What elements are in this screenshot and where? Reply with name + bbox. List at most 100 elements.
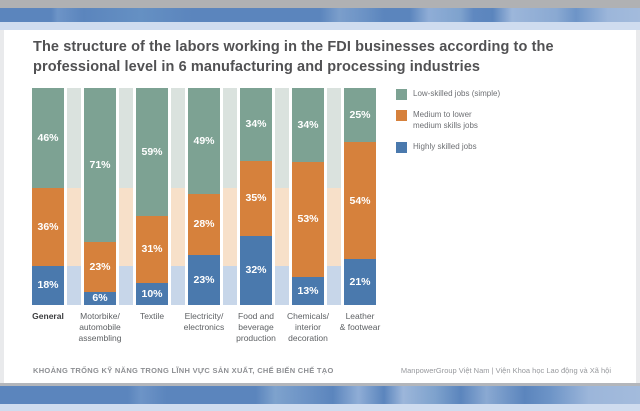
separator-bar	[327, 88, 341, 305]
bar-textile: 59% 31% 10%	[136, 88, 168, 305]
bar-segment: 21%	[344, 259, 376, 305]
category-label: Leather & footwear	[339, 311, 381, 333]
footer-right-text: ManpowerGroup Việt Nam | Viện Khoa học L…	[400, 366, 611, 375]
category-label: General	[32, 311, 64, 321]
stacked-bar-chart: 46% 36% 18% 71% 23% 6% 59% 31% 10% 49% 28% 23% 34% 35…	[32, 88, 376, 305]
separator-segment	[327, 88, 341, 188]
chart-title: The structure of the labors working in t…	[33, 39, 554, 75]
category-label: Textile	[139, 311, 165, 321]
separator-segment	[171, 265, 185, 305]
bar-segment: 49%	[188, 88, 220, 195]
top-banner-image	[0, 8, 640, 22]
top-light-blue-bar	[0, 22, 640, 30]
bar-electricity-electronics: 49% 28% 23%	[188, 88, 220, 305]
segment-value-label: 34%	[297, 118, 319, 131]
category-label: Electricity/electronics	[183, 311, 225, 333]
bar-segment: 71%	[84, 88, 116, 243]
segment-value-label: 36%	[37, 220, 59, 233]
bar-general: 46% 36% 18%	[32, 88, 64, 305]
separator-segment	[275, 187, 289, 266]
legend-item: Medium to lower medium skills jobs	[396, 110, 500, 132]
bar-motorbike-automobile-assembling: 71% 23% 6%	[84, 88, 116, 305]
bar-segment: 18%	[32, 265, 64, 305]
segment-value-label: 23%	[89, 260, 111, 273]
separator-segment	[327, 187, 341, 266]
bar-chemicals-interior-decoration: 34% 53% 13%	[292, 88, 324, 305]
separator-segment	[119, 88, 133, 188]
bottom-gray-line	[0, 383, 640, 386]
separator-bar	[119, 88, 133, 305]
segment-value-label: 10%	[141, 287, 163, 300]
separator-segment	[119, 265, 133, 305]
segment-value-label: 35%	[245, 192, 267, 205]
legend-label: Medium to lower medium skills jobs	[413, 110, 478, 130]
separator-segment	[223, 88, 237, 188]
bar-segment: 31%	[136, 216, 168, 284]
category-label: Motorbike/automobile assembling	[78, 311, 122, 344]
segment-value-label: 49%	[193, 134, 215, 147]
segment-value-label: 18%	[37, 279, 59, 292]
bar-segment: 28%	[188, 194, 220, 256]
separator-segment	[67, 265, 81, 305]
bar-leather-footwear: 25% 54% 21%	[344, 88, 376, 305]
separator-bar	[223, 88, 237, 305]
bar-segment: 25%	[344, 88, 376, 143]
separator-segment	[67, 88, 81, 188]
legend-label: Highly skilled jobs	[413, 141, 477, 151]
legend-swatch-icon	[396, 89, 407, 100]
segment-value-label: 28%	[193, 218, 215, 231]
segment-value-label: 71%	[89, 158, 111, 171]
legend-label: Low-skilled jobs (simple)	[413, 89, 501, 98]
segment-value-label: 32%	[245, 264, 267, 277]
separator-bar	[275, 88, 289, 305]
separator-segment	[67, 187, 81, 266]
separator-bar	[171, 88, 185, 305]
segment-value-label: 31%	[141, 243, 163, 256]
legend-item: Highly skilled jobs	[396, 141, 500, 153]
segment-value-label: 6%	[92, 292, 108, 305]
bar-segment: 46%	[32, 88, 64, 188]
top-gray-bar	[0, 0, 640, 8]
bottom-banner-image	[0, 386, 640, 404]
separator-bar	[67, 88, 81, 305]
bar-segment: 10%	[136, 283, 168, 305]
slide: The structure of the labors working in t…	[4, 30, 636, 383]
bar-segment: 13%	[292, 276, 324, 305]
separator-segment	[171, 88, 185, 188]
slide-footer: KHOẢNG TRỐNG KỸ NĂNG TRONG LĨNH VỰC SẢN …	[33, 366, 611, 375]
separator-segment	[223, 187, 237, 266]
bar-segment: 54%	[344, 142, 376, 260]
bar-food-and-beverage-production: 34% 35% 32%	[240, 88, 272, 305]
separator-segment	[275, 265, 289, 305]
segment-value-label: 46%	[37, 131, 59, 144]
footer-left-text: KHOẢNG TRỐNG KỸ NĂNG TRONG LĨNH VỰC SẢN …	[33, 366, 334, 375]
segment-value-label: 54%	[349, 194, 371, 207]
legend-item: Low-skilled jobs (simple)	[396, 89, 500, 100]
bar-segment: 34%	[292, 88, 324, 162]
legend: Low-skilled jobs (simple) Medium to lower…	[396, 89, 500, 153]
bar-segment: 36%	[32, 187, 64, 266]
bar-segment: 59%	[136, 88, 168, 217]
bar-segment: 32%	[240, 236, 272, 305]
segment-value-label: 34%	[245, 118, 267, 131]
bar-segment: 35%	[240, 161, 272, 237]
separator-segment	[223, 265, 237, 305]
bar-segment: 6%	[84, 291, 116, 305]
segment-value-label: 23%	[193, 273, 215, 286]
separator-segment	[327, 265, 341, 305]
bar-segment: 53%	[292, 161, 324, 277]
segment-value-label: 25%	[349, 108, 371, 121]
segment-value-label: 53%	[297, 213, 319, 226]
segment-value-label: 13%	[297, 284, 319, 297]
category-label: Chemicals/interior decoration	[286, 311, 330, 344]
separator-segment	[171, 187, 185, 266]
legend-swatch-icon	[396, 141, 407, 153]
bar-segment: 34%	[240, 88, 272, 162]
bar-segment: 23%	[188, 255, 220, 305]
separator-segment	[275, 88, 289, 188]
segment-value-label: 21%	[349, 275, 371, 288]
bar-segment: 23%	[84, 242, 116, 292]
bottom-light-blue-bar	[0, 404, 640, 411]
separator-segment	[119, 187, 133, 266]
legend-swatch-icon	[396, 110, 407, 121]
